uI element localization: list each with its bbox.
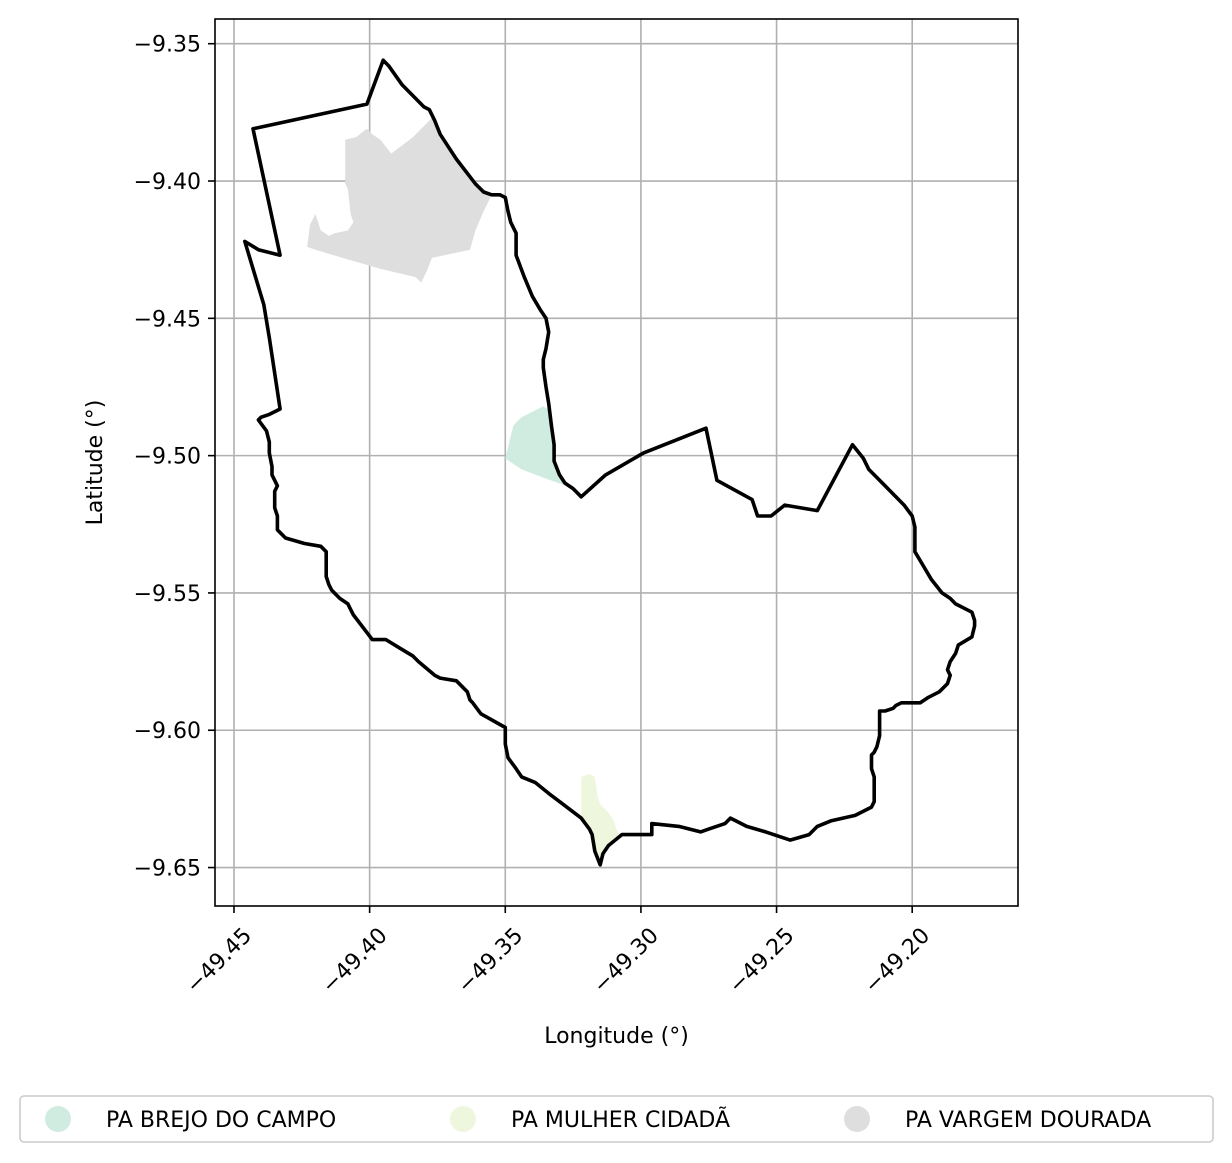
x-tick-label-5: −49.20 (860, 923, 935, 998)
x-axis-title: Longitude (°) (544, 1024, 689, 1049)
legend-marker-2 (844, 1106, 870, 1132)
legend-label-1: PA MULHER CIDADÃ (511, 1106, 730, 1133)
legend: PA BREJO DO CAMPO PA MULHER CIDADÃ PA VARG… (19, 1095, 1214, 1143)
settlement-areas (307, 117, 620, 865)
grid-lines (215, 19, 1018, 906)
x-axis-ticks: −49.45 −49.40 −49.35 −49.30 −49.25 −49.20 (182, 906, 935, 999)
x-tick-label-4: −49.25 (724, 923, 799, 998)
y-tick-label-4: −9.55 (134, 582, 201, 607)
area-pa-vargem-dourada (307, 117, 492, 283)
y-axis-title: Latitude (°) (83, 400, 108, 526)
y-tick-label-0: −9.35 (134, 33, 201, 58)
y-tick-label-5: −9.60 (134, 719, 201, 744)
y-axis-ticks: −9.35 −9.40 −9.45 −9.50 −9.55 −9.60 −9.65 (134, 33, 215, 882)
y-tick-label-2: −9.45 (134, 307, 201, 332)
legend-frame (19, 1095, 1214, 1143)
legend-label-0: PA BREJO DO CAMPO (106, 1108, 336, 1133)
x-tick-label-2: −49.35 (453, 923, 528, 998)
x-tick-label-1: −49.40 (317, 923, 392, 998)
y-tick-label-3: −9.50 (134, 445, 201, 470)
municipality-boundary-layer (243, 58, 977, 867)
area-pa-mulher-cidad- (581, 774, 620, 865)
x-tick-label-3: −49.30 (589, 923, 664, 998)
area-pa-brejo-do-campo (505, 406, 582, 492)
legend-marker-1 (450, 1106, 476, 1132)
plot-frame (214, 18, 1019, 907)
legend-label-2: PA VARGEM DOURADA (905, 1108, 1151, 1133)
y-tick-label-6: −9.65 (134, 857, 201, 882)
y-tick-label-1: −9.40 (134, 170, 201, 195)
municipality-boundary (243, 58, 977, 867)
x-tick-label-0: −49.45 (182, 923, 257, 998)
legend-marker-0 (45, 1106, 71, 1132)
